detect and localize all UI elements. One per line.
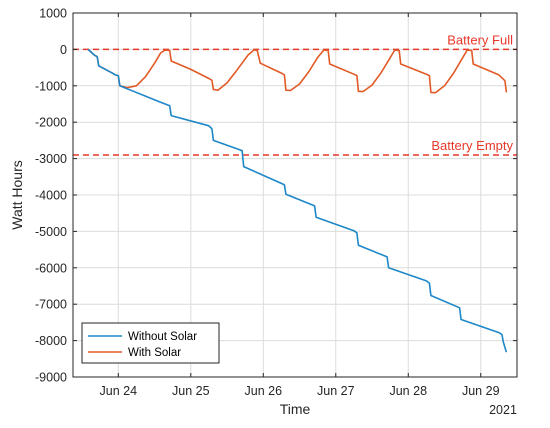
x-tick-label: Jun 27 bbox=[317, 384, 355, 398]
x-tick-label: Jun 26 bbox=[245, 384, 283, 398]
series-lines bbox=[87, 48, 508, 353]
x-tick-label: Jun 25 bbox=[172, 384, 210, 398]
grid bbox=[73, 12, 517, 378]
y-axis-title: Watt Hours bbox=[9, 160, 25, 230]
x-axis-title: Time bbox=[280, 401, 311, 417]
series-line-without-solar bbox=[87, 48, 508, 353]
battery-empty-label: Battery Empty bbox=[431, 138, 513, 153]
y-tick-label: 0 bbox=[60, 43, 67, 57]
y-tick-label: -5000 bbox=[35, 225, 67, 239]
y-tick-label: -1000 bbox=[35, 79, 67, 93]
y-tick-label: -6000 bbox=[35, 261, 67, 275]
reference-lines: Battery Full Battery Empty bbox=[73, 32, 517, 156]
legend-box bbox=[81, 322, 220, 364]
x-tick-label: Jun 28 bbox=[389, 384, 427, 398]
y-tick-label: 1000 bbox=[39, 7, 67, 21]
y-tick-label: -3000 bbox=[35, 152, 67, 166]
y-axis-ticks: 1000 0 -1000 -2000 -3000 -4000 -5000 -6000 -7000… bbox=[35, 7, 517, 385]
x-axis-ticks: Jun 24 Jun 25 Jun 26 Jun 27 Jun 28 Jun 29 bbox=[100, 13, 500, 398]
x-axis-year-label: 2021 bbox=[489, 403, 517, 417]
series-line-with-solar bbox=[87, 48, 508, 94]
legend-label-with-solar: With Solar bbox=[128, 347, 181, 359]
x-tick-label: Jun 24 bbox=[100, 384, 138, 398]
x-tick-label: Jun 29 bbox=[462, 384, 500, 398]
y-tick-label: -4000 bbox=[35, 189, 67, 203]
y-tick-label: -7000 bbox=[35, 298, 67, 312]
y-tick-label: -9000 bbox=[35, 371, 67, 385]
battery-full-label: Battery Full bbox=[447, 32, 513, 47]
legend: Without Solar With Solar bbox=[81, 322, 220, 364]
y-tick-label: -8000 bbox=[35, 334, 67, 348]
legend-label-without-solar: Without Solar bbox=[128, 331, 197, 343]
y-tick-label: -2000 bbox=[35, 116, 67, 130]
